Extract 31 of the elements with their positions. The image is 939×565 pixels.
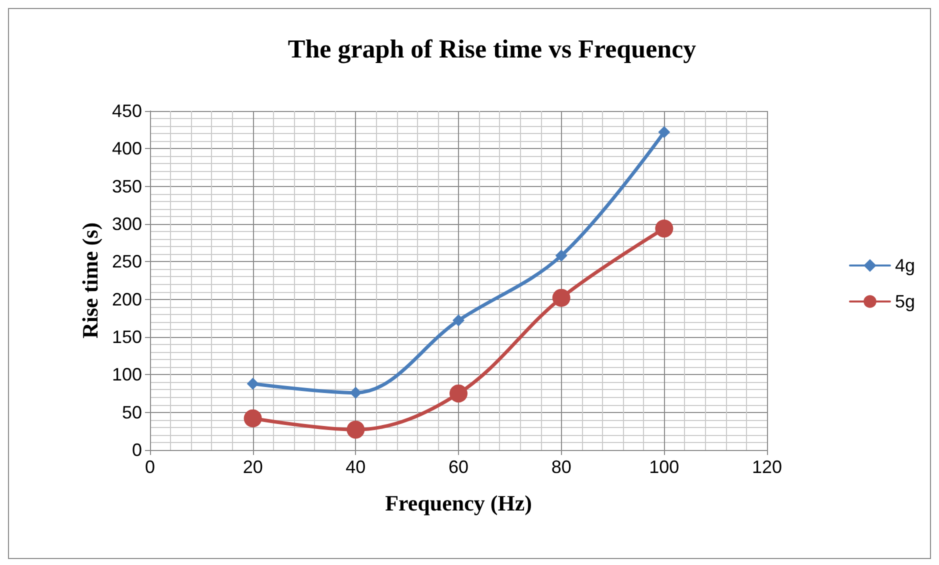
- y-tick-label: 100: [112, 364, 142, 385]
- y-tick-label: 200: [112, 289, 142, 310]
- point: [555, 250, 568, 262]
- point: [658, 126, 670, 138]
- point: [246, 378, 259, 390]
- point: [552, 288, 570, 307]
- legend-label: 5g: [894, 292, 916, 312]
- x-tick-label: 40: [346, 457, 366, 477]
- legend-label: 4g: [894, 256, 916, 276]
- y-tick-label: 50: [122, 402, 142, 422]
- y-tick-label: 400: [112, 138, 142, 159]
- x-tick-label: 100: [649, 457, 680, 477]
- y-tick-label: 300: [112, 214, 142, 234]
- y-tick-label: 350: [112, 176, 142, 196]
- point: [346, 420, 365, 439]
- point: [450, 384, 468, 402]
- x-tick-label: 80: [551, 457, 572, 477]
- chart-title: The graph of Rise time vs Frequency: [288, 34, 696, 64]
- y-tick-label: 0: [132, 440, 142, 460]
- point: [655, 220, 674, 238]
- point: [452, 314, 464, 326]
- x-tick-label: 60: [448, 457, 469, 477]
- x-tick-label: 120: [752, 457, 782, 477]
- x-tick-label: 0: [144, 457, 156, 477]
- x-axis-title: Frequency (Hz): [385, 490, 532, 516]
- x-tick-label: 20: [242, 457, 263, 477]
- y-axis-title: Rise time (s): [78, 222, 103, 339]
- y-tick-label: 450: [112, 101, 142, 121]
- point: [244, 409, 262, 428]
- y-tick-label: 150: [112, 327, 142, 347]
- y-tick-label: 250: [112, 252, 142, 272]
